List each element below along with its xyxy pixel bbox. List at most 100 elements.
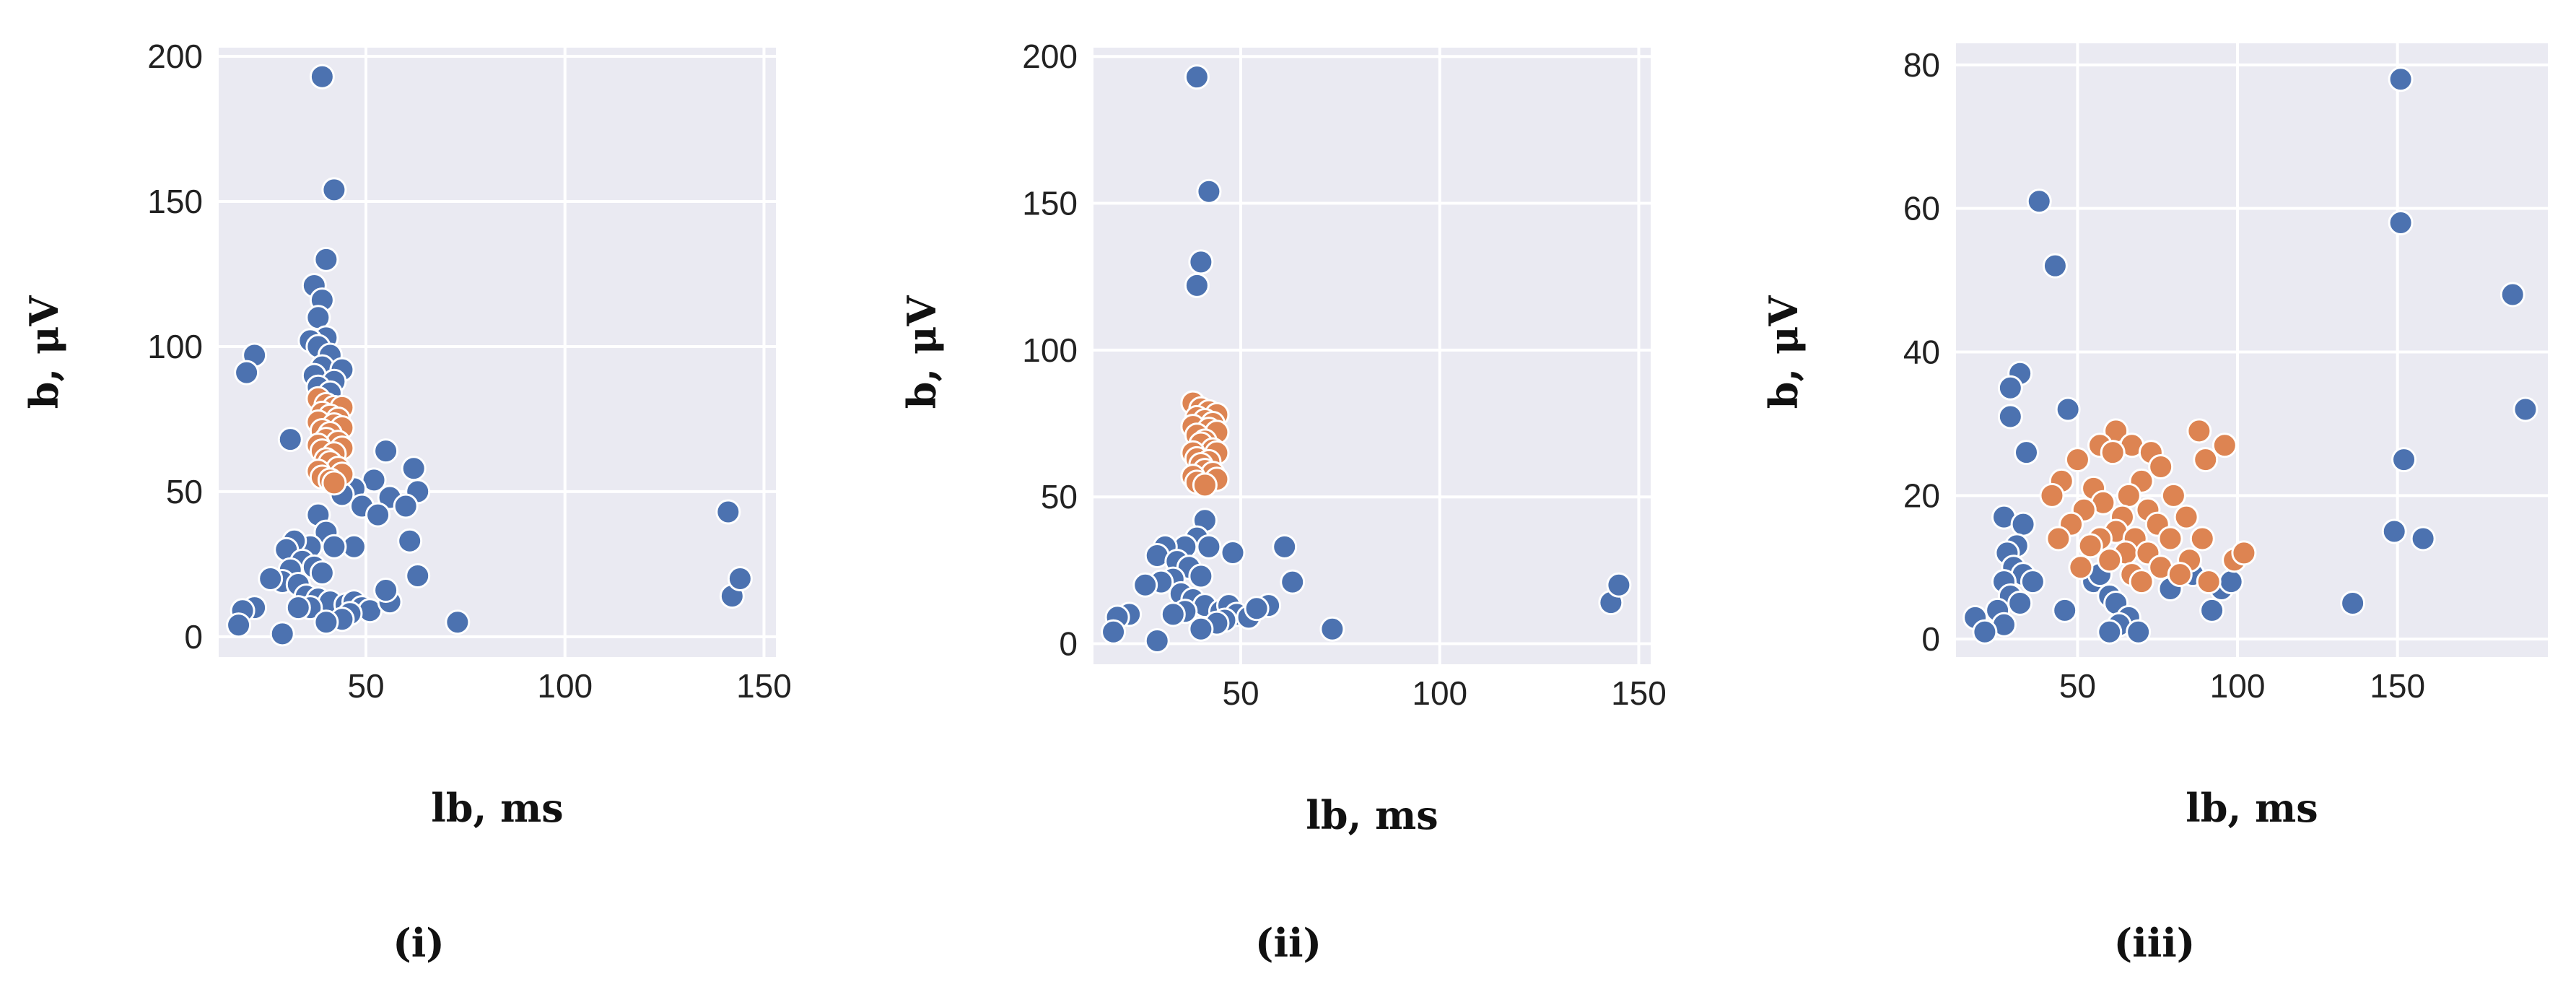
data-point-blue [1101, 619, 1127, 645]
grid-lines [1956, 43, 2548, 657]
data-point-orange [2045, 526, 2071, 552]
tick-labels: 50 100 150 0 50 100 150 200 [147, 38, 792, 705]
plot-area-background [1956, 43, 2548, 657]
data-point-orange [2064, 447, 2090, 473]
data-point-blue [258, 565, 284, 591]
data-point-blue [2410, 526, 2436, 552]
data-point-blue [401, 456, 427, 482]
data-point-blue [234, 360, 260, 386]
x-tick-label: 50 [2059, 667, 2096, 705]
data-point-blue [2126, 619, 2152, 645]
data-point-blue [2381, 518, 2407, 544]
y-tick-label: 200 [147, 38, 203, 75]
panel-label: (i) [393, 920, 445, 966]
data-point-orange [2231, 540, 2257, 566]
y-axis-title: b, μV [899, 295, 945, 409]
data-point-blue [727, 565, 753, 591]
data-point-blue [1997, 404, 2023, 430]
data-point-blue [269, 621, 295, 647]
data-point-blue [2199, 597, 2225, 623]
data-point-blue [1272, 534, 1298, 560]
y-tick-label: 200 [1022, 38, 1078, 75]
data-point-orange [1192, 472, 1218, 498]
data-points [1101, 64, 1632, 653]
data-point-blue [1188, 563, 1214, 589]
x-tick-label: 50 [1222, 674, 1259, 712]
data-point-orange [2160, 482, 2186, 508]
x-tick-label: 50 [347, 667, 384, 705]
y-tick-label: 60 [1903, 190, 1940, 227]
x-tick-label: 150 [2370, 667, 2425, 705]
y-tick-label: 40 [1903, 333, 1940, 370]
data-point-blue [2388, 66, 2414, 92]
data-point-orange [2097, 547, 2123, 573]
data-points [226, 64, 753, 647]
y-tick-label: 150 [1022, 185, 1078, 222]
data-point-blue [1319, 616, 1345, 642]
y-axis-title: b, μV [1760, 295, 1807, 409]
data-point-blue [313, 609, 339, 635]
scatter-panel-ii: 50 100 150 0 50 100 150 200 lb, ms b, μV (ii) [899, 38, 1667, 966]
data-point-blue [2042, 253, 2068, 279]
data-point-blue [405, 562, 431, 588]
data-point-orange [2039, 482, 2065, 508]
tick-labels: 50 100 150 0 50 100 150 200 [1022, 38, 1667, 712]
data-point-blue [2052, 597, 2078, 623]
data-point-blue [1606, 572, 1632, 598]
data-point-orange [2167, 562, 2193, 588]
data-point-orange [2116, 482, 2141, 508]
data-point-blue [1184, 64, 1210, 90]
x-tick-label: 100 [1412, 674, 1467, 712]
data-point-blue [2026, 188, 2052, 214]
data-point-orange [2196, 569, 2222, 595]
y-tick-label: 150 [147, 183, 203, 220]
y-tick-label: 100 [1022, 331, 1078, 369]
data-points [1962, 66, 2538, 645]
panel-label: (ii) [1255, 920, 1322, 966]
data-point-blue [1196, 178, 1222, 204]
data-point-blue [1997, 375, 2023, 401]
data-point-orange [2100, 440, 2126, 466]
data-point-blue [309, 64, 335, 90]
data-point-blue [285, 595, 311, 621]
data-point-orange [2148, 454, 2174, 480]
data-point-blue [715, 499, 741, 525]
x-axis-title: lb, ms [2186, 785, 2318, 831]
data-point-orange [2077, 533, 2103, 559]
data-point-blue [1196, 534, 1222, 560]
data-point-blue [393, 493, 419, 519]
data-point-blue [313, 246, 339, 272]
data-point-blue [321, 177, 347, 203]
scatter-panel-i: 50 100 150 0 50 100 150 200 lb, ms b, μV (i) [21, 38, 792, 966]
x-tick-label: 150 [1611, 674, 1667, 712]
data-point-blue [2218, 569, 2244, 595]
x-axis-title: lb, ms [1306, 792, 1438, 838]
data-point-blue [1280, 569, 1306, 595]
data-point-blue [277, 427, 303, 453]
data-point-blue [2014, 440, 2040, 466]
data-point-orange [321, 470, 347, 496]
data-point-blue [2055, 396, 2081, 422]
data-point-orange [2068, 555, 2094, 581]
tick-labels: 50 100 150 0 20 40 60 80 [1903, 46, 2425, 705]
data-point-orange [2129, 569, 2154, 595]
data-point-blue [365, 502, 391, 528]
x-axis-title: lb, ms [431, 785, 563, 831]
data-point-blue [2340, 590, 2366, 616]
data-point-blue [373, 438, 399, 464]
data-point-orange [2173, 504, 2199, 530]
y-tick-label: 0 [1059, 625, 1078, 663]
data-point-blue [2007, 590, 2033, 616]
data-point-blue [309, 560, 335, 586]
data-point-blue [2097, 619, 2123, 645]
data-point-blue [2388, 210, 2414, 236]
grid-lines [219, 48, 776, 657]
scatter-panel-iii: 50 100 150 0 20 40 60 80 lb, ms b, μV (iii) [1760, 43, 2548, 966]
data-point-blue [1972, 619, 1998, 645]
data-point-blue [1132, 572, 1158, 598]
data-point-blue [373, 578, 399, 604]
data-point-blue [2499, 282, 2525, 308]
y-tick-label: 50 [166, 473, 203, 510]
data-point-blue [445, 609, 471, 635]
